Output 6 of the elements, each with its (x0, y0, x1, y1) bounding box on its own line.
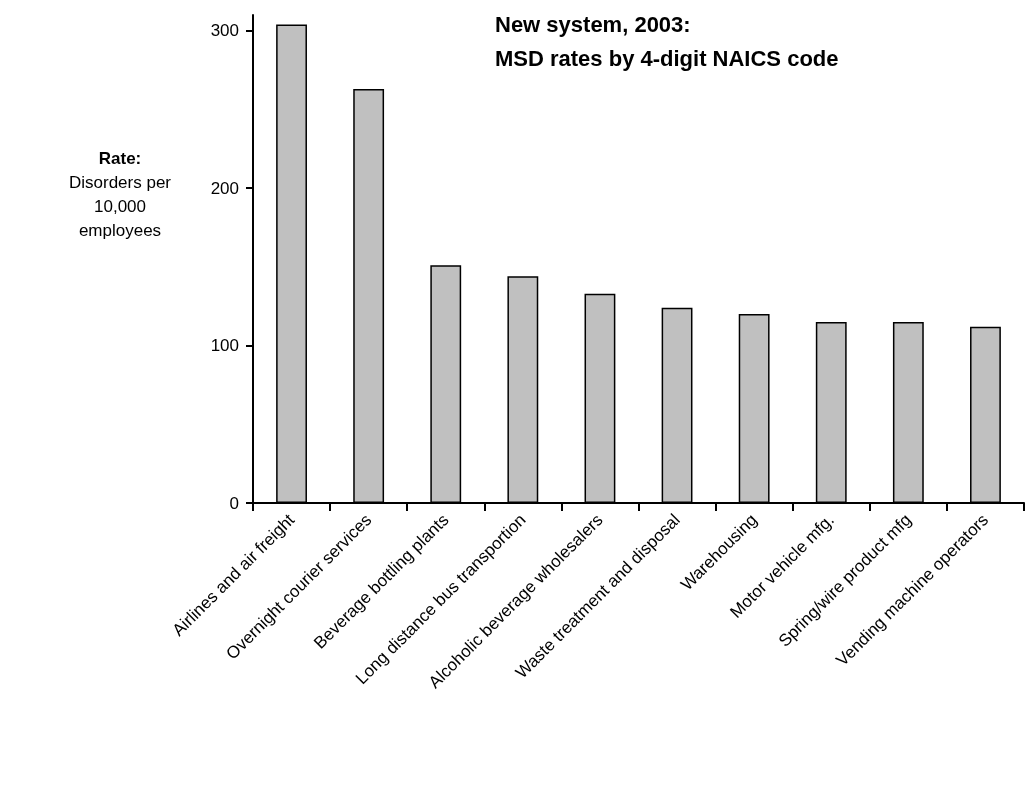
y-axis-title: Rate: Disorders per 10,000 employees (68, 149, 172, 240)
y-tick-label: 300 (210, 21, 239, 41)
text: New system, 2003: MSD rates by 4-digit NAICS code (495, 11, 839, 71)
y-tick-label: 0 (229, 493, 239, 513)
y-tick-label: 200 (210, 178, 239, 198)
y-tick-label: 100 (210, 336, 239, 356)
